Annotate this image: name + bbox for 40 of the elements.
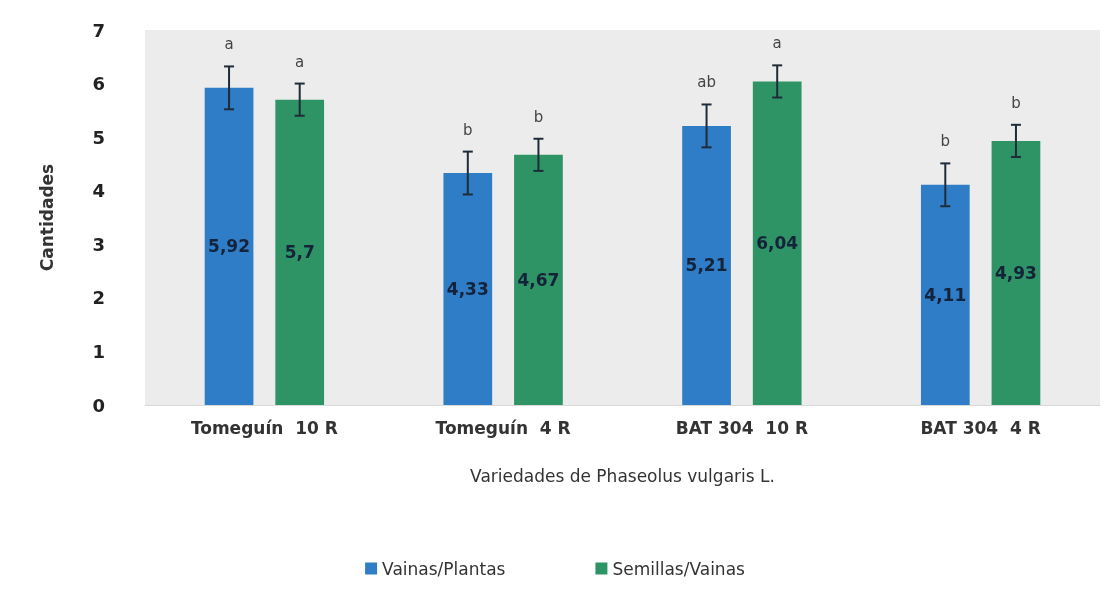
y-tick-label: 2 [92, 287, 105, 309]
x-tick-label: BAT 304 10 R [675, 417, 809, 438]
y-tick-label: 0 [92, 394, 105, 416]
x-tick-label: Tomeguín 10 R [190, 417, 338, 438]
bar [752, 81, 802, 405]
annotation: b [1011, 93, 1021, 112]
annotation: a [224, 35, 234, 54]
y-axis-title: Cantidades [36, 163, 57, 272]
data-label: 5,7 [284, 242, 315, 263]
bar [682, 125, 731, 405]
x-axis-title: Variedades de Phaseolus vulgaris L. [470, 465, 775, 486]
x-tick-label: Tomeguín 4 R [435, 417, 571, 438]
y-tick-label: 7 [92, 19, 105, 41]
x-tick-label: BAT 304 4 R [920, 417, 1041, 438]
bar [204, 87, 254, 405]
y-tick-label: 5 [92, 126, 105, 148]
data-label: 5,92 [208, 236, 251, 257]
y-tick-label: 1 [92, 340, 105, 362]
data-label: 4,93 [994, 262, 1037, 283]
data-label: 4,67 [517, 269, 560, 290]
annotation: b [463, 120, 473, 139]
annotation: b [940, 132, 951, 151]
annotation: a [295, 52, 305, 71]
y-tick-label: 4 [92, 180, 105, 202]
y-tick-label: 3 [92, 233, 105, 255]
y-tick-label: 6 [92, 73, 105, 95]
data-label: 6,04 [756, 233, 799, 254]
annotation: ab [697, 73, 716, 92]
legend-label: Vainas/Plantas [382, 558, 506, 579]
data-label: 4,11 [924, 284, 967, 305]
annotation: b [533, 107, 544, 126]
annotation: a [772, 34, 782, 53]
bar [991, 140, 1041, 405]
bar [920, 184, 970, 405]
data-label: 4,33 [446, 279, 489, 300]
data-label: 5,21 [685, 255, 728, 276]
bar [275, 99, 325, 405]
bar [443, 173, 493, 405]
legend-label: Semillas/Vainas [612, 558, 746, 579]
bar [514, 154, 563, 405]
